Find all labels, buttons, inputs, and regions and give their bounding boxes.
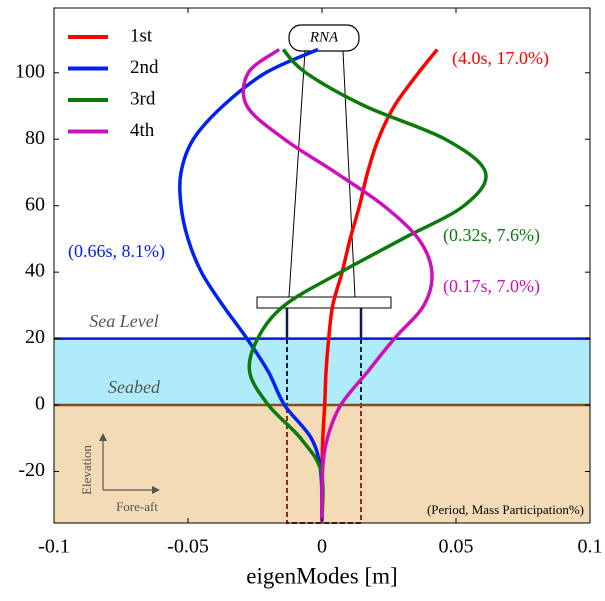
legend-label: 2nd bbox=[130, 57, 159, 78]
rna-label: RNA bbox=[309, 29, 339, 45]
arrow-head bbox=[152, 486, 160, 494]
legend-label: 1st bbox=[130, 25, 153, 46]
transition-piece bbox=[256, 296, 392, 309]
legend-label: 3rd bbox=[130, 88, 156, 109]
elevation-label: Elevation bbox=[79, 445, 94, 495]
y-tick-label: 80 bbox=[25, 127, 45, 149]
mode-curve bbox=[178, 47, 324, 522]
mode-curve bbox=[247, 48, 488, 522]
y-tick-label: 0 bbox=[35, 393, 45, 415]
rna-box bbox=[288, 24, 360, 52]
plot-area bbox=[54, 47, 590, 522]
arrow-head bbox=[99, 433, 107, 441]
y-tick-label: 40 bbox=[25, 260, 45, 282]
mode-annotation: (0.66s, 8.1%) bbox=[68, 241, 165, 262]
tower-right bbox=[342, 50, 356, 298]
y-tick-label: 20 bbox=[25, 326, 45, 348]
y-tick-label: 100 bbox=[15, 60, 45, 82]
x-tick-label: 0.05 bbox=[439, 536, 474, 558]
tower-left bbox=[288, 50, 306, 298]
legend-label: 4th bbox=[130, 120, 155, 141]
mode-annotation: (0.17s, 7.0%) bbox=[443, 276, 540, 297]
x-axis-label: eigenModes [m] bbox=[246, 563, 397, 588]
mode-curve bbox=[241, 48, 434, 522]
water-region bbox=[54, 338, 590, 406]
mode-annotation: (4.0s, 17.0%) bbox=[452, 48, 549, 69]
orientation-glyph: Elevation Fore-aft bbox=[79, 433, 160, 514]
mode-annotation: (0.32s, 7.6%) bbox=[443, 225, 540, 246]
fore-aft-label: Fore-aft bbox=[116, 499, 158, 514]
note: (Period, Mass Participation%) bbox=[427, 502, 584, 517]
seabed-label: Seabed bbox=[108, 377, 161, 397]
y-tick-label: -20 bbox=[18, 459, 45, 481]
y-tick-label: 60 bbox=[25, 193, 45, 215]
sea-level-label: Sea Level bbox=[89, 311, 158, 331]
x-tick-label: 0 bbox=[317, 536, 327, 558]
x-tick-label: -0.05 bbox=[167, 536, 209, 558]
x-tick-label: 0.1 bbox=[578, 536, 603, 558]
x-tick-label: -0.1 bbox=[38, 536, 70, 558]
